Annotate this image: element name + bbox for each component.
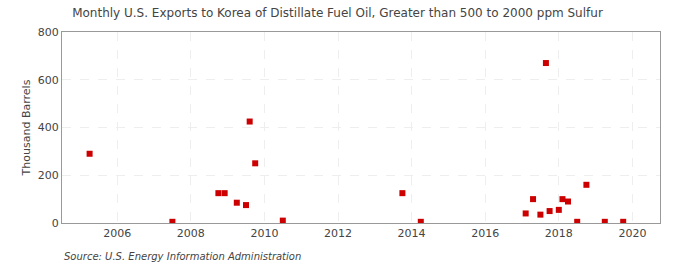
svg-text:0: 0 (52, 217, 59, 230)
svg-text:Monthly U.S. Exports to Korea: Monthly U.S. Exports to Korea of Distill… (72, 6, 603, 20)
svg-text:800: 800 (38, 26, 59, 39)
svg-text:200: 200 (38, 169, 59, 182)
svg-text:2020: 2020 (618, 227, 646, 240)
svg-text:600: 600 (38, 74, 59, 87)
svg-text:2010: 2010 (250, 227, 278, 240)
svg-text:2006: 2006 (103, 227, 131, 240)
svg-text:2014: 2014 (398, 227, 426, 240)
svg-text:2016: 2016 (471, 227, 499, 240)
svg-text:400: 400 (38, 121, 59, 134)
svg-text:2012: 2012 (324, 227, 352, 240)
svg-text:2018: 2018 (545, 227, 573, 240)
svg-text:Thousand Barrels: Thousand Barrels (20, 79, 33, 176)
svg-text:2008: 2008 (177, 227, 205, 240)
svg-text:Source: U.S. Energy Informatio: Source: U.S. Energy Information Administ… (64, 251, 301, 262)
